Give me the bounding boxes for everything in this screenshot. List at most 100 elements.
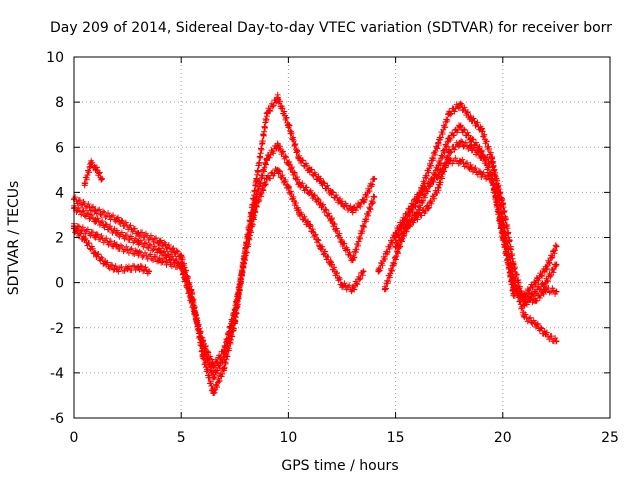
data-point <box>531 279 538 286</box>
y-tick-label: -4 <box>50 366 64 382</box>
data-point <box>135 250 142 257</box>
data-point <box>210 390 217 397</box>
data-point <box>263 110 270 117</box>
data-point <box>156 239 163 246</box>
data-point <box>456 157 463 164</box>
x-tick-label: 10 <box>279 430 297 446</box>
data-point <box>317 200 324 207</box>
data-point <box>467 164 474 171</box>
data-point <box>113 229 120 236</box>
x-axis-label: GPS time / hours <box>281 458 398 474</box>
data-point <box>296 155 303 162</box>
data-point <box>392 229 399 236</box>
data-point <box>274 94 281 101</box>
data-point <box>478 126 485 133</box>
data-point <box>178 263 185 270</box>
data-point <box>375 268 382 275</box>
data-point <box>146 268 153 275</box>
data-point <box>92 232 99 239</box>
data-point <box>435 139 442 146</box>
data-point <box>274 141 281 148</box>
data-point <box>435 184 442 191</box>
data-point <box>446 110 453 117</box>
data-point <box>92 207 99 214</box>
data-point <box>296 209 303 216</box>
data-point <box>467 144 474 151</box>
data-point <box>210 363 217 370</box>
series-track-5 <box>81 157 105 189</box>
data-point <box>92 250 99 257</box>
data-point <box>446 135 453 142</box>
data-marks <box>71 91 560 397</box>
x-tick-label: 20 <box>494 430 512 446</box>
x-tick-label: 0 <box>70 430 79 446</box>
data-point <box>414 193 421 200</box>
data-point <box>456 123 463 130</box>
data-point <box>360 223 367 230</box>
data-point <box>231 306 238 313</box>
data-point <box>306 223 313 230</box>
data-point <box>371 193 378 200</box>
data-point <box>328 189 335 196</box>
data-point <box>456 101 463 108</box>
data-point <box>531 288 538 295</box>
data-point <box>328 261 335 268</box>
y-tick-label: 2 <box>55 231 64 247</box>
data-point <box>306 166 313 173</box>
y-tick-label: -6 <box>50 411 64 427</box>
y-tick-label: 6 <box>55 140 64 156</box>
series-track-7 <box>392 122 560 301</box>
data-point <box>88 160 95 167</box>
data-point <box>221 347 228 354</box>
data-point <box>113 266 120 273</box>
y-tick-label: -2 <box>50 321 64 337</box>
axis-ticks: 0 5 10 15 20 25 -6 -4 -2 0 2 4 6 8 10 <box>46 50 619 446</box>
data-point <box>306 189 313 196</box>
data-point <box>542 266 549 273</box>
data-point <box>510 284 517 291</box>
x-tick-label: 5 <box>177 430 186 446</box>
y-tick-label: 10 <box>46 50 64 66</box>
data-point <box>403 223 410 230</box>
data-point <box>113 216 120 223</box>
data-point <box>424 205 431 212</box>
data-point <box>435 162 442 169</box>
data-point <box>156 257 163 264</box>
data-point <box>339 200 345 207</box>
chart-title: Day 209 of 2014, Sidereal Day-to-day VTE… <box>50 20 612 36</box>
data-point <box>371 175 378 182</box>
data-point <box>103 261 110 268</box>
data-point <box>317 243 324 250</box>
data-point <box>360 268 367 275</box>
data-point <box>81 180 88 187</box>
data-point <box>135 263 142 270</box>
data-point <box>553 338 560 345</box>
data-point <box>98 175 105 182</box>
data-point <box>349 207 356 214</box>
data-point <box>339 281 345 288</box>
y-axis-label: SDTVAR / TECUs <box>6 181 22 296</box>
data-point <box>531 297 538 304</box>
data-point <box>360 198 367 205</box>
data-point <box>328 216 335 223</box>
data-point <box>467 114 474 121</box>
data-point <box>339 239 345 246</box>
data-point <box>263 155 270 162</box>
data-point <box>553 288 560 295</box>
data-point <box>135 239 142 246</box>
data-point <box>542 279 549 286</box>
data-point <box>499 200 506 207</box>
data-point <box>135 229 142 236</box>
data-point <box>92 216 99 223</box>
data-point <box>156 248 163 255</box>
data-point <box>349 257 356 264</box>
x-tick-label: 25 <box>601 430 619 446</box>
data-point <box>317 178 324 185</box>
data-point <box>210 374 217 381</box>
data-point <box>253 178 260 185</box>
data-point <box>178 252 185 259</box>
data-point <box>553 243 560 250</box>
data-point <box>478 153 485 160</box>
y-tick-label: 4 <box>55 185 64 201</box>
